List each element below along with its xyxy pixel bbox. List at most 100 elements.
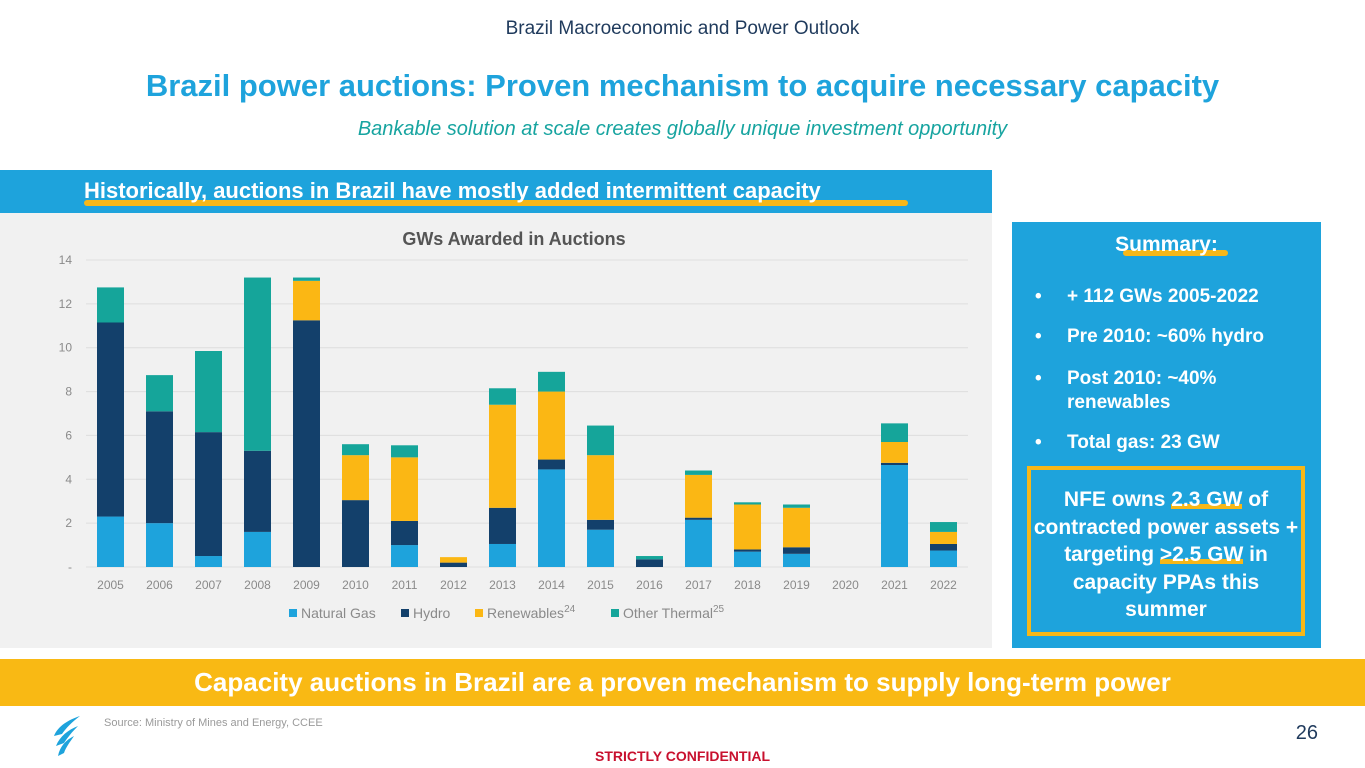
y-tick-label: 6 <box>65 428 72 442</box>
bar-segment-other-thermal <box>195 351 222 433</box>
bar-segment-natural-gas <box>734 551 761 567</box>
summary-bullet-text: Total gas: 23 GW <box>1067 432 1220 453</box>
bar-segment-hydro <box>734 549 761 552</box>
bar-segment-natural-gas <box>538 469 565 567</box>
bar-segment-hydro <box>293 320 320 567</box>
x-tick-label: 2007 <box>195 578 222 592</box>
bar-segment-natural-gas <box>391 545 418 567</box>
bar-segment-hydro <box>342 500 369 567</box>
legend-swatch <box>289 609 297 617</box>
legend-swatch <box>475 609 483 617</box>
summary-bullet-text: + 112 GWs 2005-2022 <box>1067 286 1259 307</box>
takeaway-text: Capacity auctions in Brazil are a proven… <box>194 667 1171 697</box>
bar-segment-other-thermal <box>881 423 908 443</box>
x-tick-label: 2009 <box>293 578 320 592</box>
page-title: Brazil power auctions: Proven mechanism … <box>145 68 1220 103</box>
bar-segment-other-thermal <box>244 277 271 451</box>
bar-segment-natural-gas <box>587 529 614 567</box>
x-tick-label: 2017 <box>685 578 712 592</box>
y-tick-label: 10 <box>59 341 73 355</box>
bar-segment-renewables <box>930 531 957 544</box>
y-tick-label: 12 <box>59 297 73 311</box>
legend-swatch <box>401 609 409 617</box>
bullet-dot: • <box>1035 286 1042 307</box>
bullet-dot: • <box>1035 326 1042 347</box>
bar-segment-natural-gas <box>489 543 516 567</box>
legend-superscript: 25 <box>713 604 725 615</box>
x-tick-label: 2019 <box>783 578 810 592</box>
page-subtitle: Bankable solution at scale creates globa… <box>357 118 1008 140</box>
bar-segment-hydro <box>97 322 124 517</box>
summary-underline <box>1123 250 1228 256</box>
x-tick-label: 2021 <box>881 578 908 592</box>
bar-segment-hydro <box>538 459 565 470</box>
bar-segment-other-thermal <box>97 287 124 323</box>
section-title: Brazil Macroeconomic and Power Outlook <box>505 18 860 39</box>
bar-segment-renewables <box>440 557 467 563</box>
y-tick-label: 4 <box>65 472 72 486</box>
bar-segment-hydro <box>195 432 222 557</box>
legend-swatch <box>611 609 619 617</box>
bar-segment-hydro <box>881 462 908 466</box>
summary-panel <box>1012 222 1321 648</box>
bar-segment-renewables <box>293 280 320 321</box>
x-tick-label: 2008 <box>244 578 271 592</box>
bar-segment-hydro <box>440 562 467 567</box>
callout-highlight: >2.5 GW <box>1159 543 1244 566</box>
bar-segment-other-thermal <box>930 522 957 532</box>
bar-segment-other-thermal <box>734 502 761 505</box>
bar-segment-natural-gas <box>930 550 957 567</box>
bar-segment-other-thermal <box>146 375 173 412</box>
legend-label: Renewables24 <box>487 604 576 621</box>
bar-segment-renewables <box>734 504 761 550</box>
x-tick-label: 2012 <box>440 578 467 592</box>
bar-segment-natural-gas <box>195 556 222 567</box>
y-tick-label: 2 <box>65 516 72 530</box>
callout-text: NFE owns 2.3 GW of contracted power asse… <box>1031 486 1301 624</box>
bar-segment-hydro <box>685 517 712 520</box>
callout-text-part: in capacity PPAs this summer <box>1072 543 1268 621</box>
banner-underline <box>84 200 908 206</box>
bar-segment-renewables <box>881 442 908 463</box>
bar-segment-hydro <box>489 507 516 544</box>
legend-label: Natural Gas <box>301 605 376 621</box>
bar-segment-natural-gas <box>881 465 908 567</box>
bar-segment-other-thermal <box>587 425 614 456</box>
bar-segment-renewables <box>685 474 712 518</box>
bar-segment-renewables <box>391 457 418 521</box>
bar-segment-renewables <box>587 455 614 520</box>
x-tick-label: 2013 <box>489 578 516 592</box>
x-tick-label: 2005 <box>97 578 124 592</box>
callout-text-part: NFE owns <box>1063 488 1172 511</box>
source-note: Source: Ministry of Mines and Energy, CC… <box>104 717 323 729</box>
banner-text: Historically, auctions in Brazil have mo… <box>84 178 821 203</box>
callout-box <box>1027 466 1305 636</box>
bar-segment-other-thermal <box>489 388 516 405</box>
bar-segment-renewables <box>538 391 565 460</box>
bar-segment-hydro <box>244 450 271 532</box>
bar-segment-natural-gas <box>783 553 810 567</box>
x-tick-label: 2011 <box>392 578 418 592</box>
bar-segment-other-thermal <box>391 445 418 458</box>
x-tick-label: 2006 <box>146 578 173 592</box>
legend-label: Hydro <box>413 605 451 621</box>
company-logo-icon <box>54 716 80 756</box>
bar-segment-hydro <box>587 519 614 530</box>
bar-segment-other-thermal <box>342 444 369 456</box>
summary-bullet-text: Post 2010: ~40% renewables <box>1067 368 1217 413</box>
bar-segment-hydro <box>636 559 663 567</box>
confidential-label: STRICTLY CONFIDENTIAL <box>594 748 770 764</box>
y-tick-label: 14 <box>59 253 73 267</box>
bar-segment-hydro <box>930 543 957 551</box>
bullet-dot: • <box>1035 368 1042 389</box>
bar-segment-hydro <box>391 520 418 546</box>
legend-superscript: 24 <box>564 604 576 615</box>
summary-bullet-text: Pre 2010: ~60% hydro <box>1067 326 1264 347</box>
bar-segment-natural-gas <box>685 519 712 567</box>
x-tick-label: 2022 <box>930 578 957 592</box>
bar-segment-other-thermal <box>293 277 320 281</box>
bar-segment-hydro <box>146 411 173 524</box>
y-tick-label: - <box>68 560 72 574</box>
x-tick-label: 2014 <box>538 578 565 592</box>
